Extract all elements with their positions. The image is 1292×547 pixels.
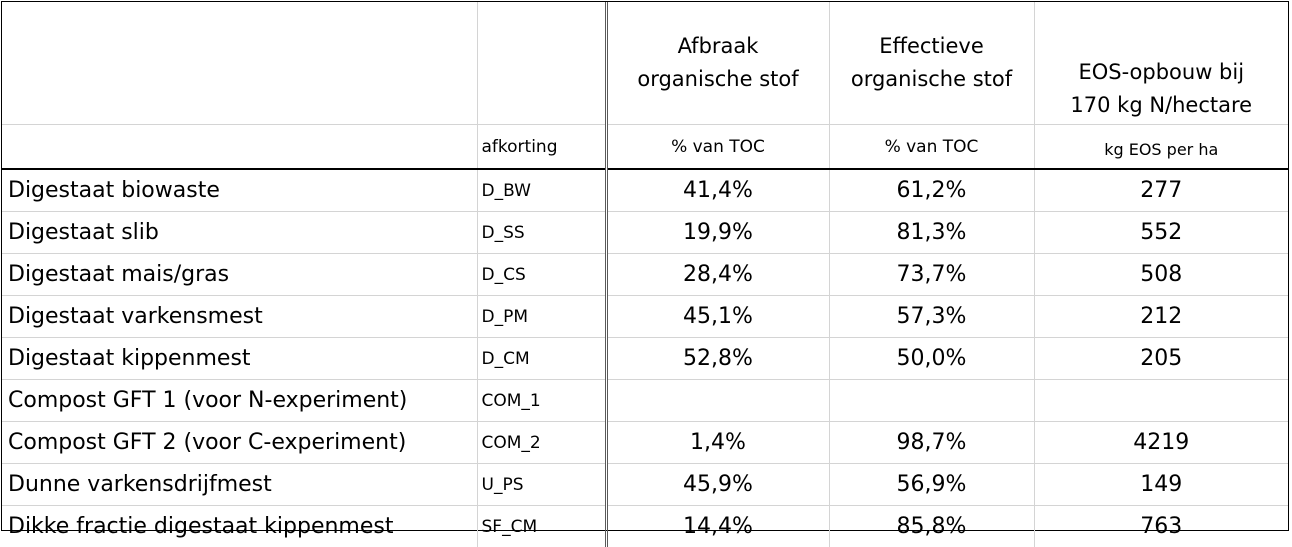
row-effectieve-cell[interactable]: 98,7% — [829, 422, 1034, 464]
row-code-cell[interactable]: D_BW — [477, 169, 606, 212]
row-eos-cell[interactable]: 277 — [1034, 169, 1288, 212]
row-code-cell[interactable]: D_CM — [477, 338, 606, 380]
row-eos-cell[interactable]: 149 — [1034, 464, 1288, 506]
data-table-sheet: Afbraak organische stof Effectieve organ… — [1, 1, 1289, 531]
row-effectieve-cell[interactable]: 81,3% — [829, 212, 1034, 254]
header-blank-name — [2, 2, 477, 125]
row-name-cell[interactable]: Digestaat mais/gras — [2, 254, 477, 296]
row-effectieve-cell[interactable] — [829, 380, 1034, 422]
row-afbraak-cell[interactable]: 45,9% — [606, 464, 829, 506]
header-effectieve-line1: Effectieve — [830, 30, 1034, 63]
header-row: Afbraak organische stof Effectieve organ… — [2, 2, 1288, 125]
row-eos-cell[interactable]: 212 — [1034, 296, 1288, 338]
row-name-cell[interactable]: Compost GFT 1 (voor N-experiment) — [2, 380, 477, 422]
header-effectieve-line2: organische stof — [830, 63, 1034, 96]
unit-afbraak[interactable]: % van TOC — [606, 125, 829, 170]
row-afbraak-cell[interactable]: 28,4% — [606, 254, 829, 296]
row-code-cell[interactable]: U_PS — [477, 464, 606, 506]
row-effectieve-cell[interactable]: 57,3% — [829, 296, 1034, 338]
row-name-cell[interactable]: Digestaat biowaste — [2, 169, 477, 212]
row-afbraak-cell[interactable]: 14,4% — [606, 506, 829, 547]
row-effectieve-cell[interactable]: 50,0% — [829, 338, 1034, 380]
row-name-cell[interactable]: Compost GFT 2 (voor C-experiment) — [2, 422, 477, 464]
row-code-cell[interactable]: COM_1 — [477, 380, 606, 422]
header-blank-code — [477, 2, 606, 125]
row-afbraak-cell[interactable]: 19,9% — [606, 212, 829, 254]
row-name-cell[interactable]: Dikke fractie digestaat kippenmest — [2, 506, 477, 547]
row-name-cell[interactable]: Digestaat slib — [2, 212, 477, 254]
row-afbraak-cell[interactable]: 52,8% — [606, 338, 829, 380]
row-name-cell[interactable]: Dunne varkensdrijfmest — [2, 464, 477, 506]
row-eos-cell[interactable]: 552 — [1034, 212, 1288, 254]
header-afbraak[interactable]: Afbraak organische stof — [606, 2, 829, 125]
header-effectieve[interactable]: Effectieve organische stof — [829, 2, 1034, 125]
row-afbraak-cell[interactable]: 45,1% — [606, 296, 829, 338]
row-code-cell[interactable]: D_PM — [477, 296, 606, 338]
row-eos-cell[interactable]: 763 — [1034, 506, 1288, 547]
row-name-cell[interactable]: Digestaat kippenmest — [2, 338, 477, 380]
row-name-cell[interactable]: Digestaat varkensmest — [2, 296, 477, 338]
row-effectieve-cell[interactable]: 61,2% — [829, 169, 1034, 212]
row-code-cell[interactable]: COM_2 — [477, 422, 606, 464]
row-afbraak-cell[interactable]: 1,4% — [606, 422, 829, 464]
unit-blank-name — [2, 125, 477, 170]
table-row: Compost GFT 1 (voor N-experiment)COM_1 — [2, 380, 1288, 422]
row-afbraak-cell[interactable] — [606, 380, 829, 422]
unit-effectieve[interactable]: % van TOC — [829, 125, 1034, 170]
unit-eos[interactable]: kg EOS per ha — [1034, 125, 1288, 170]
row-eos-cell[interactable]: 508 — [1034, 254, 1288, 296]
row-eos-cell[interactable]: 205 — [1034, 338, 1288, 380]
row-eos-cell[interactable] — [1034, 380, 1288, 422]
row-code-cell[interactable]: SF_CM — [477, 506, 606, 547]
unit-afkorting[interactable]: afkorting — [477, 125, 606, 170]
row-code-cell[interactable]: D_SS — [477, 212, 606, 254]
unit-row: afkorting % van TOC % van TOC kg EOS per… — [2, 125, 1288, 170]
row-effectieve-cell[interactable]: 85,8% — [829, 506, 1034, 547]
row-code-cell[interactable]: D_CS — [477, 254, 606, 296]
row-afbraak-cell[interactable]: 41,4% — [606, 169, 829, 212]
row-effectieve-cell[interactable]: 73,7% — [829, 254, 1034, 296]
header-eos[interactable]: EOS-opbouw bij 170 kg N/hectare — [1034, 2, 1288, 125]
header-eos-line2: 170 kg N/hectare — [1035, 89, 1289, 122]
row-eos-cell[interactable]: 4219 — [1034, 422, 1288, 464]
row-effectieve-cell[interactable]: 56,9% — [829, 464, 1034, 506]
header-eos-line1: EOS-opbouw bij — [1035, 56, 1289, 89]
header-afbraak-line2: organische stof — [608, 63, 829, 96]
header-afbraak-line1: Afbraak — [608, 30, 829, 63]
